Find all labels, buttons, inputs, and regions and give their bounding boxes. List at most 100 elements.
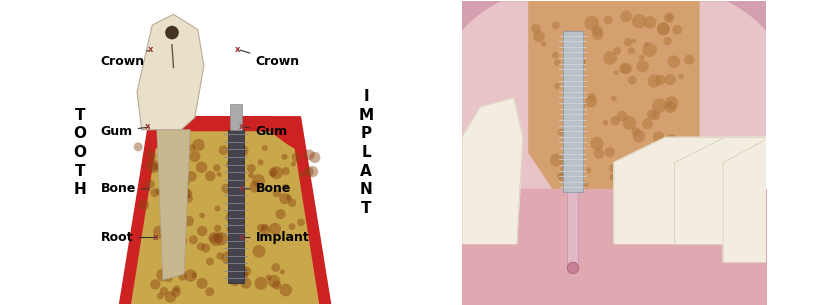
Circle shape <box>159 287 169 296</box>
Circle shape <box>637 60 649 73</box>
Circle shape <box>585 16 599 30</box>
Circle shape <box>643 42 657 57</box>
Circle shape <box>183 163 189 169</box>
Circle shape <box>164 291 176 303</box>
Text: Gum: Gum <box>244 125 288 138</box>
Circle shape <box>684 55 694 65</box>
Circle shape <box>286 195 292 201</box>
Circle shape <box>270 166 283 179</box>
Polygon shape <box>149 116 301 152</box>
Circle shape <box>186 171 197 181</box>
Circle shape <box>575 130 581 136</box>
Circle shape <box>657 22 670 35</box>
Circle shape <box>240 148 246 154</box>
Circle shape <box>292 152 301 162</box>
Circle shape <box>668 56 680 68</box>
Circle shape <box>586 167 591 173</box>
Circle shape <box>273 189 281 198</box>
Circle shape <box>177 202 183 208</box>
Circle shape <box>613 70 619 75</box>
Circle shape <box>679 74 684 79</box>
Circle shape <box>206 257 214 266</box>
Circle shape <box>580 181 588 190</box>
Circle shape <box>652 99 667 113</box>
Text: x: x <box>148 45 154 54</box>
Circle shape <box>619 63 630 74</box>
Circle shape <box>213 164 221 172</box>
Circle shape <box>247 164 256 173</box>
Text: x: x <box>239 122 244 131</box>
Circle shape <box>196 278 208 289</box>
Circle shape <box>603 51 617 65</box>
Text: T
O
O
T
H: T O O T H <box>74 108 86 197</box>
Circle shape <box>257 224 265 232</box>
Circle shape <box>229 145 241 156</box>
Text: Bone: Bone <box>101 182 149 196</box>
Circle shape <box>233 220 243 229</box>
Circle shape <box>655 75 665 85</box>
Circle shape <box>133 142 143 151</box>
Text: x: x <box>235 45 240 54</box>
Circle shape <box>552 52 559 59</box>
Circle shape <box>575 30 582 38</box>
Circle shape <box>592 29 603 40</box>
Circle shape <box>218 145 228 155</box>
Circle shape <box>291 161 296 167</box>
Text: Crown: Crown <box>101 50 149 68</box>
Circle shape <box>227 226 232 231</box>
Circle shape <box>153 225 166 239</box>
Circle shape <box>213 232 223 242</box>
Circle shape <box>165 166 176 177</box>
Circle shape <box>666 14 673 21</box>
Polygon shape <box>157 130 190 280</box>
Circle shape <box>157 292 164 300</box>
Text: x: x <box>153 233 158 242</box>
Circle shape <box>236 230 241 235</box>
Circle shape <box>282 154 288 160</box>
Circle shape <box>269 223 281 235</box>
Circle shape <box>177 139 188 151</box>
Circle shape <box>150 188 159 197</box>
Circle shape <box>627 177 638 188</box>
Circle shape <box>154 164 159 170</box>
Circle shape <box>173 208 178 214</box>
Circle shape <box>664 96 679 110</box>
Polygon shape <box>131 131 319 304</box>
Circle shape <box>199 213 205 218</box>
Circle shape <box>178 272 187 281</box>
Circle shape <box>279 284 292 296</box>
Circle shape <box>651 111 660 120</box>
Text: x: x <box>239 233 244 242</box>
Circle shape <box>623 116 637 130</box>
Polygon shape <box>137 14 204 130</box>
Polygon shape <box>447 0 781 67</box>
Circle shape <box>271 263 280 272</box>
Circle shape <box>617 110 628 121</box>
Circle shape <box>261 224 268 231</box>
Circle shape <box>184 216 194 226</box>
Circle shape <box>230 276 240 286</box>
Circle shape <box>533 30 545 42</box>
Circle shape <box>196 242 205 251</box>
Circle shape <box>195 161 207 173</box>
Circle shape <box>221 184 232 194</box>
Circle shape <box>249 181 261 193</box>
Circle shape <box>241 278 252 289</box>
Circle shape <box>307 166 318 177</box>
Polygon shape <box>723 137 839 262</box>
Circle shape <box>672 25 682 35</box>
Circle shape <box>268 275 280 288</box>
Circle shape <box>269 171 276 177</box>
Circle shape <box>221 251 234 264</box>
Circle shape <box>180 237 187 245</box>
Circle shape <box>609 164 618 173</box>
Circle shape <box>173 285 180 293</box>
Circle shape <box>171 210 181 219</box>
Circle shape <box>208 232 219 243</box>
Circle shape <box>653 131 664 143</box>
Circle shape <box>242 266 251 276</box>
Circle shape <box>310 152 320 163</box>
Circle shape <box>613 47 621 55</box>
Text: Implant: Implant <box>245 231 310 244</box>
Circle shape <box>146 147 153 153</box>
